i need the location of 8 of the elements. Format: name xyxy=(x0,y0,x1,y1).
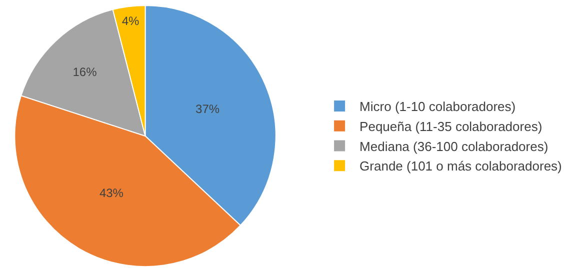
legend-label: Mediana (36-100 colaboradores) xyxy=(360,138,548,154)
legend-label: Pequeña (11-35 colaboradores) xyxy=(360,118,542,134)
legend-label: Grande (101 o más colaboradores) xyxy=(360,158,562,174)
data-label: 16% xyxy=(72,64,98,79)
data-label: 4% xyxy=(122,14,140,28)
data-label: 43% xyxy=(99,186,124,200)
legend-label: Micro (1-10 colaboradores) xyxy=(360,99,516,114)
data-label: 37% xyxy=(196,102,220,116)
